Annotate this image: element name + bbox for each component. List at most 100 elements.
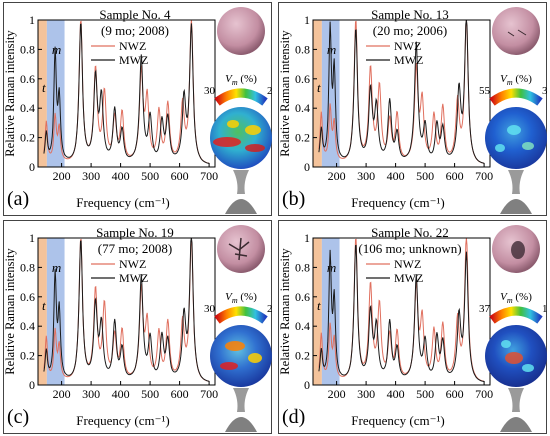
y-tick-label: 0: [304, 378, 310, 392]
colorbar-var: V: [500, 73, 508, 85]
sphere-stand-neck: [233, 170, 249, 194]
series-line-mwz: [43, 23, 210, 164]
x-tick-label: 400: [387, 387, 405, 401]
x-tick-label: 200: [328, 169, 346, 183]
m-band-label: m: [52, 42, 61, 57]
x-axis-label: Frequency (cm⁻¹): [76, 413, 169, 428]
y-tick-label: 0: [304, 160, 310, 174]
colorbar-sub: m: [507, 296, 513, 305]
y-tick-label: 1: [304, 13, 310, 27]
chart-svg: t m 200 300 400 500 600 700 0 0.2 0.4 0.6 0.8 1 Freque…: [278, 2, 547, 216]
m-band-label: m: [327, 42, 336, 57]
gem-inclusion: [507, 29, 527, 37]
t-band-label: t: [317, 298, 321, 313]
panel-label: (a): [7, 188, 29, 210]
sample-subtitle: (106 mo; unknown): [358, 241, 461, 256]
chart-svg: t m 200 300 400 500 600 700 0 0.2 0.4 0.6 0.8 1 Freque…: [3, 220, 272, 434]
sample-title: Sample No. 4: [99, 7, 171, 22]
heatmap-sphere: [210, 107, 272, 169]
sphere-stand-base: [225, 417, 257, 432]
sphere-stand-base: [225, 199, 257, 214]
panel-frame: [278, 2, 547, 216]
y-tick-label: 0.4: [20, 319, 35, 333]
heatmap-sphere: [485, 107, 547, 169]
panel-d: t m 200 300 400 500 600 700 0 0.2 0.4 0.6 0.8 1 Freque…: [278, 220, 547, 434]
colorbar-left-value: 30: [204, 303, 216, 315]
heatmap-spot: [522, 142, 534, 150]
y-tick-label: 1: [29, 13, 35, 27]
x-tick-label: 400: [387, 169, 405, 183]
colorbar-unit: (%): [513, 73, 533, 85]
x-tick-label: 400: [112, 169, 130, 183]
y-tick-label: 0.2: [20, 131, 35, 145]
heatmap-spot: [220, 362, 238, 370]
panel-label: (b): [282, 188, 305, 210]
y-tick-label: 0.2: [295, 131, 310, 145]
colorbar-unit: (%): [238, 73, 258, 85]
x-tick-label: 700: [475, 387, 493, 401]
x-tick-label: 600: [446, 169, 464, 183]
y-tick-label: 0.8: [20, 260, 35, 274]
x-tick-label: 200: [53, 169, 71, 183]
y-tick-label: 0.8: [20, 42, 35, 56]
t-band-label: t: [317, 80, 321, 95]
plot-area: [37, 19, 216, 168]
chart-svg: t m 200 300 400 500 600 700 0 0.2 0.4 0.6 0.8 1 Freque…: [3, 2, 272, 216]
gem-photo: [217, 7, 265, 55]
heatmap-spot: [501, 340, 511, 348]
plot-area: [37, 237, 216, 386]
colorbar-left-value: 30: [204, 85, 216, 97]
t-band: [313, 238, 322, 385]
heatmap-spot: [213, 137, 241, 147]
y-tick-label: 1: [29, 231, 35, 245]
y-axis-label: Relative Raman intensity: [278, 248, 292, 375]
heatmap-spot: [245, 125, 261, 135]
colorbar-left-value: 37: [479, 303, 491, 315]
panel-label: (d): [282, 406, 305, 428]
gem-inclusion: [511, 241, 525, 259]
sphere-stand-neck: [233, 388, 249, 412]
y-axis-label: Relative Raman intensity: [278, 30, 292, 157]
colorbar-title: Vm (%): [225, 73, 257, 87]
y-tick-label: 0.8: [295, 42, 310, 56]
colorbar-right-value: 35: [542, 85, 547, 97]
colorbar-left-value: 55: [479, 85, 491, 97]
y-tick-label: 0.6: [295, 72, 310, 86]
x-tick-label: 700: [200, 387, 218, 401]
chart-svg: t m 200 300 400 500 600 700 0 0.2 0.4 0.6 0.8 1 Freque…: [278, 220, 547, 434]
x-tick-label: 200: [53, 387, 71, 401]
legend-nwz-label: NWZ: [119, 39, 146, 53]
heatmap-sphere: [210, 325, 272, 387]
colorbar-title: Vm (%): [225, 291, 257, 305]
heatmap-spot: [225, 341, 245, 351]
x-tick-label: 500: [416, 169, 434, 183]
legend-nwz-label: NWZ: [119, 257, 146, 271]
colorbar-sub: m: [507, 78, 513, 87]
gem-inclusion: [228, 237, 250, 261]
heatmap-spot: [227, 120, 239, 128]
series-line-nwz: [318, 19, 485, 164]
x-tick-label: 300: [357, 387, 375, 401]
x-axis-label: Frequency (cm⁻¹): [351, 195, 444, 210]
panel-a: t m 200 300 400 500 600 700 0 0.2 0.4 0.6 0.8 1 Freque…: [3, 2, 272, 216]
heatmap-spot: [245, 144, 265, 152]
colorbar-arc: [489, 306, 543, 324]
colorbar-title: Vm (%): [500, 291, 532, 305]
heatmap-spot: [507, 125, 521, 135]
colorbar-title: Vm (%): [500, 73, 532, 87]
t-band-label: t: [42, 80, 46, 95]
panel-frame: [3, 2, 272, 216]
x-tick-label: 300: [82, 387, 100, 401]
t-band-label: t: [42, 298, 46, 313]
colorbar-sub: m: [232, 296, 238, 305]
colorbar-arc: [214, 88, 268, 106]
x-axis-label: Frequency (cm⁻¹): [351, 413, 444, 428]
heatmap-spot: [522, 364, 534, 372]
colorbar-arc: [489, 88, 543, 106]
sphere-stand-neck: [508, 388, 524, 412]
x-tick-label: 500: [141, 387, 159, 401]
panel-label: (c): [7, 406, 29, 428]
x-tick-label: 500: [416, 387, 434, 401]
m-band-label: m: [327, 260, 336, 275]
colorbar-right-value: 20: [267, 85, 272, 97]
